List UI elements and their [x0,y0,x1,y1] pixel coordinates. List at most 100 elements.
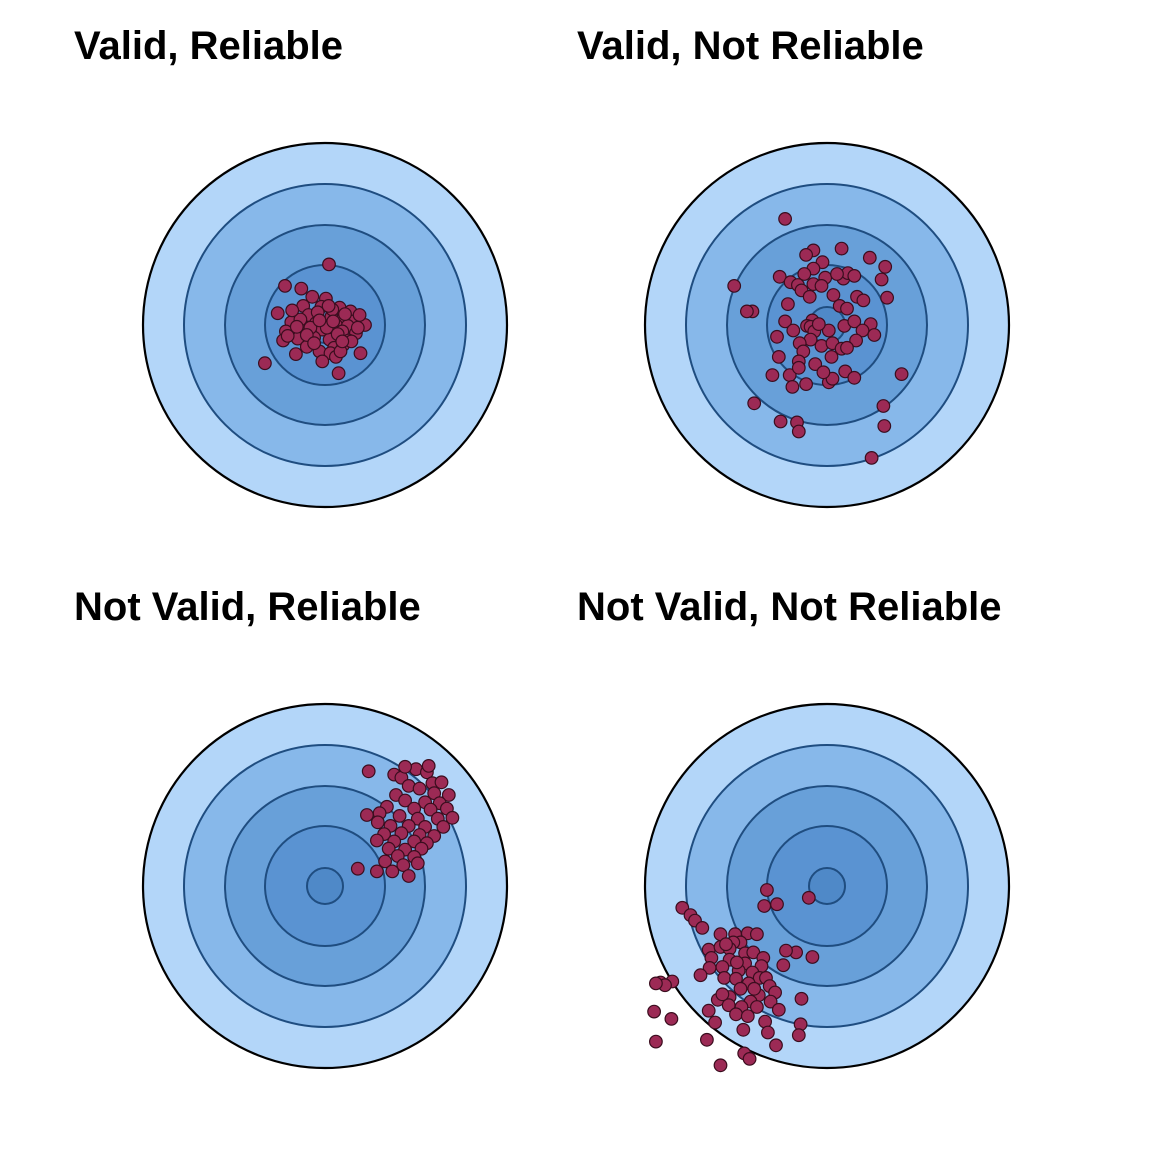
shot-point [862,250,877,265]
shot-point [878,259,893,274]
shot-point [791,360,806,375]
shot-point [840,340,854,355]
shot-point [717,971,732,985]
shot-point [350,320,365,335]
shot-point [874,272,889,287]
shot-point [821,323,836,338]
shot-point [771,350,786,364]
shot-point [360,808,374,822]
shot-point [824,350,839,364]
shot-point [765,368,780,383]
shot-point [708,1015,722,1030]
shot-point [721,998,736,1013]
shot-point [740,304,754,319]
shot-point [808,357,823,372]
shot-point [695,921,710,935]
shot-point [353,346,368,361]
shot-point [321,299,336,313]
shot-point [740,1009,755,1023]
shot-point [280,329,295,343]
shot-point [702,961,717,975]
shot-point [750,1000,764,1014]
shot-point [335,334,350,349]
shot-point [742,1051,757,1066]
target-bullseye [808,867,846,905]
shot-point [361,764,376,779]
shot-point [401,869,416,883]
shot-point [770,897,784,912]
shot-point [285,303,300,318]
shot-point [378,854,393,869]
shot-point [779,943,793,958]
shot-point [370,833,384,848]
shot-point [856,293,871,308]
shot-point [826,288,841,302]
shot-point [736,1022,751,1037]
shot-point [757,899,772,913]
panel-title-valid-not-reliable: Valid, Not Reliable [577,24,924,68]
target-not-valid-not-reliable [643,702,1011,1073]
shot-point [747,396,762,411]
shot-point [771,1002,786,1017]
shot-point [799,247,813,262]
shot-point [258,356,272,371]
shot-point [664,1012,679,1026]
shot-point [834,241,849,256]
shot-point [412,781,427,796]
shot-point [289,347,303,362]
target-not-valid-reliable [141,702,509,1070]
shot-point [305,289,320,304]
shot-point [410,856,425,871]
shot-point [307,336,322,351]
shot-point [398,793,413,808]
shot-point [799,377,813,392]
shot-point [761,1025,775,1040]
shot-point [814,279,829,293]
shot-point [797,267,812,281]
shot-point [352,308,367,322]
shot-point [719,937,733,952]
shot-point [847,370,862,385]
shot-point [794,991,809,1006]
shot-point [750,927,764,942]
shot-point [270,306,285,321]
shot-point [785,380,800,394]
shot-point [294,281,309,296]
shot-point [423,802,438,817]
shot-point [730,955,744,970]
shot-point [701,1003,716,1018]
shot-point [398,759,413,774]
shot-point [849,333,863,348]
shot-point [338,307,352,322]
shot-point [763,994,778,1009]
shot-point [715,987,730,1002]
shot-point [876,399,891,413]
shot-point [385,864,400,879]
panel-title-not-valid-reliable: Not Valid, Reliable [74,585,421,629]
shot-point [733,981,748,996]
shot-point [381,841,396,856]
shot-point [867,328,882,342]
shot-point [326,314,341,329]
shot-point [760,883,774,897]
shot-point [778,211,792,226]
shot-point [278,279,292,293]
shot-point [647,1004,661,1019]
panel-title-not-valid-not-reliable: Not Valid, Not Reliable [577,585,1002,629]
shot-point [791,424,806,439]
shot-point [847,314,862,329]
shot-point [773,414,788,429]
panel-title-valid-reliable: Valid, Reliable [74,24,344,68]
shot-point [441,788,456,802]
shot-point [315,354,330,369]
target-valid-not-reliable [643,141,1011,509]
shot-point [778,314,792,329]
shot-point [331,366,346,381]
shot-point [693,968,708,983]
target-valid-reliable [141,141,509,509]
shot-point [649,1034,663,1049]
shot-point [727,279,742,293]
shot-point [729,1007,743,1022]
shot-point [802,289,817,304]
